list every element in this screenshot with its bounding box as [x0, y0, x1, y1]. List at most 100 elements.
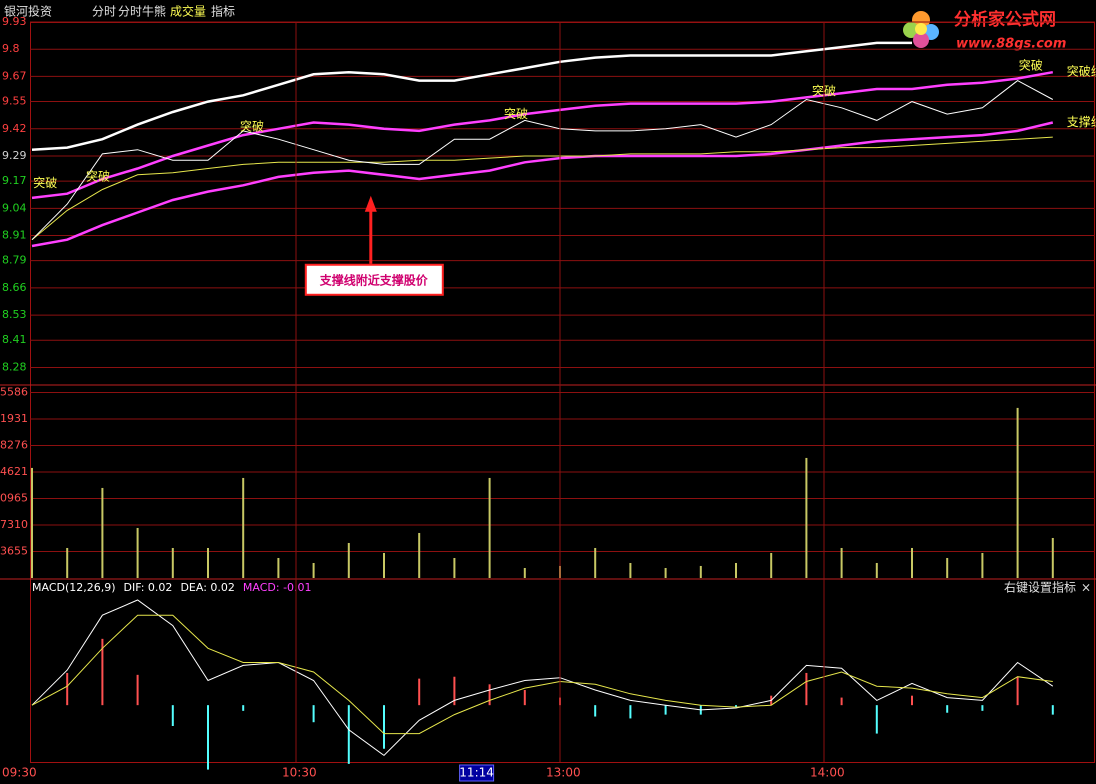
price-line — [31, 80, 1054, 241]
macd-legend: DIF: 0.02 — [124, 581, 173, 594]
macd-line — [31, 599, 1054, 757]
volume-bar — [66, 547, 69, 578]
macd-bar — [840, 697, 843, 706]
line-label: 支撑线 — [1067, 114, 1096, 129]
volume-bar — [277, 557, 280, 578]
volume-bar — [242, 477, 245, 578]
x-tick-label: 10:30 — [282, 766, 317, 780]
macd-bar — [66, 672, 69, 706]
annotation: 突破 — [1019, 58, 1043, 73]
macd-bar — [171, 705, 174, 726]
logo-url: www.88gs.com — [956, 37, 1066, 52]
y-tick-label: 8.91 — [2, 229, 27, 242]
macd-bar — [242, 705, 245, 711]
price-line — [31, 41, 912, 151]
volume-bar — [1051, 537, 1054, 578]
macd-legend: MACD(12,26,9) — [32, 581, 116, 594]
annotation: 突破 — [240, 118, 264, 133]
y-tick-label: 8.53 — [2, 308, 27, 321]
y-tick-label: 9.8 — [2, 42, 20, 55]
cursor-label: 11:14 — [459, 766, 494, 780]
macd-bar — [981, 705, 984, 711]
macd-bar — [101, 638, 104, 706]
volume-bar — [594, 547, 597, 578]
volume-bar — [488, 477, 491, 578]
y-tick-label: 3655 — [0, 545, 28, 558]
logo-center — [915, 23, 927, 35]
y-tick-label: 9.04 — [2, 201, 27, 214]
annotation: 突破 — [33, 175, 57, 190]
x-tick-label: 09:30 — [2, 766, 37, 780]
annotation: 突破 — [504, 106, 528, 121]
volume-bar — [805, 457, 808, 578]
volume-bar — [31, 467, 33, 578]
callout-text: 支撑线附近支撑股价 — [319, 272, 429, 287]
macd-bar — [488, 684, 491, 706]
volume-bar — [770, 552, 773, 578]
volume-bar — [383, 552, 385, 578]
volume-bar — [1016, 407, 1019, 578]
y-tick-label: 5586 — [0, 385, 28, 398]
macd-bar — [1051, 705, 1054, 715]
logo-title: 分析家公式网 — [954, 9, 1056, 30]
macd-line — [31, 614, 1053, 735]
cursor-box — [459, 764, 495, 782]
macd-bar — [911, 695, 913, 706]
macd-bar — [312, 705, 315, 723]
macd-bar — [735, 705, 737, 708]
macd-bar — [1016, 676, 1019, 706]
macd-bar — [946, 705, 949, 713]
volume-bar — [699, 565, 702, 578]
callout-box — [304, 263, 444, 296]
volume-bar — [840, 547, 843, 578]
volume-bar — [664, 567, 667, 578]
y-tick-label: 8.41 — [2, 333, 27, 346]
volume-bar — [523, 567, 526, 578]
indicator-hint: 右键设置指标 — [1004, 580, 1076, 595]
macd-bar — [664, 705, 667, 715]
volume-bar — [875, 562, 878, 578]
y-tick-label: 9.17 — [2, 174, 27, 187]
macd-bar — [418, 678, 421, 706]
y-tick-label: 0965 — [0, 492, 28, 505]
y-tick-label: 9.42 — [2, 122, 27, 135]
y-tick-label: 9.29 — [2, 149, 27, 162]
account: 银河投资 — [4, 4, 52, 19]
volume-bar — [136, 527, 139, 578]
tab[interactable]: 分时 — [92, 5, 116, 19]
macd-bar — [383, 705, 385, 749]
tab[interactable]: 成交量 — [170, 4, 206, 19]
macd-bar — [629, 705, 632, 719]
y-tick-label: 7310 — [0, 518, 28, 531]
y-tick-label: 9.55 — [2, 95, 27, 108]
logo-petal — [903, 22, 919, 38]
macd-bar — [453, 676, 456, 706]
volume-bar — [946, 557, 949, 578]
line-label: 突破线 — [1067, 64, 1096, 79]
annotation: 突破 — [86, 169, 110, 184]
volume-bar — [347, 542, 350, 578]
y-tick-label: 8.66 — [2, 281, 27, 294]
volume-bar — [629, 562, 632, 578]
logo-petal — [913, 32, 929, 48]
macd-bar — [875, 705, 878, 734]
macd-bar — [347, 705, 350, 764]
tab[interactable]: 指标 — [211, 4, 235, 19]
volume-bar — [101, 487, 104, 578]
macd-bar — [207, 705, 209, 770]
price-line — [31, 136, 1053, 241]
y-tick-label: 8.28 — [2, 360, 27, 373]
volume-bar — [981, 552, 984, 578]
macd-legend: MACD: -0.01 — [243, 581, 312, 594]
volume-bar — [911, 547, 913, 578]
volume-bar — [207, 547, 209, 578]
volume-bar — [312, 562, 315, 578]
y-tick-label: 1931 — [0, 412, 28, 425]
y-tick-label: 9.67 — [2, 69, 27, 82]
macd-bar — [805, 672, 808, 706]
volume-bar — [735, 562, 737, 578]
tab[interactable]: 分时牛熊 — [118, 4, 166, 19]
macd-legend: DEA: 0.02 — [180, 581, 234, 594]
price-line — [31, 121, 1054, 248]
